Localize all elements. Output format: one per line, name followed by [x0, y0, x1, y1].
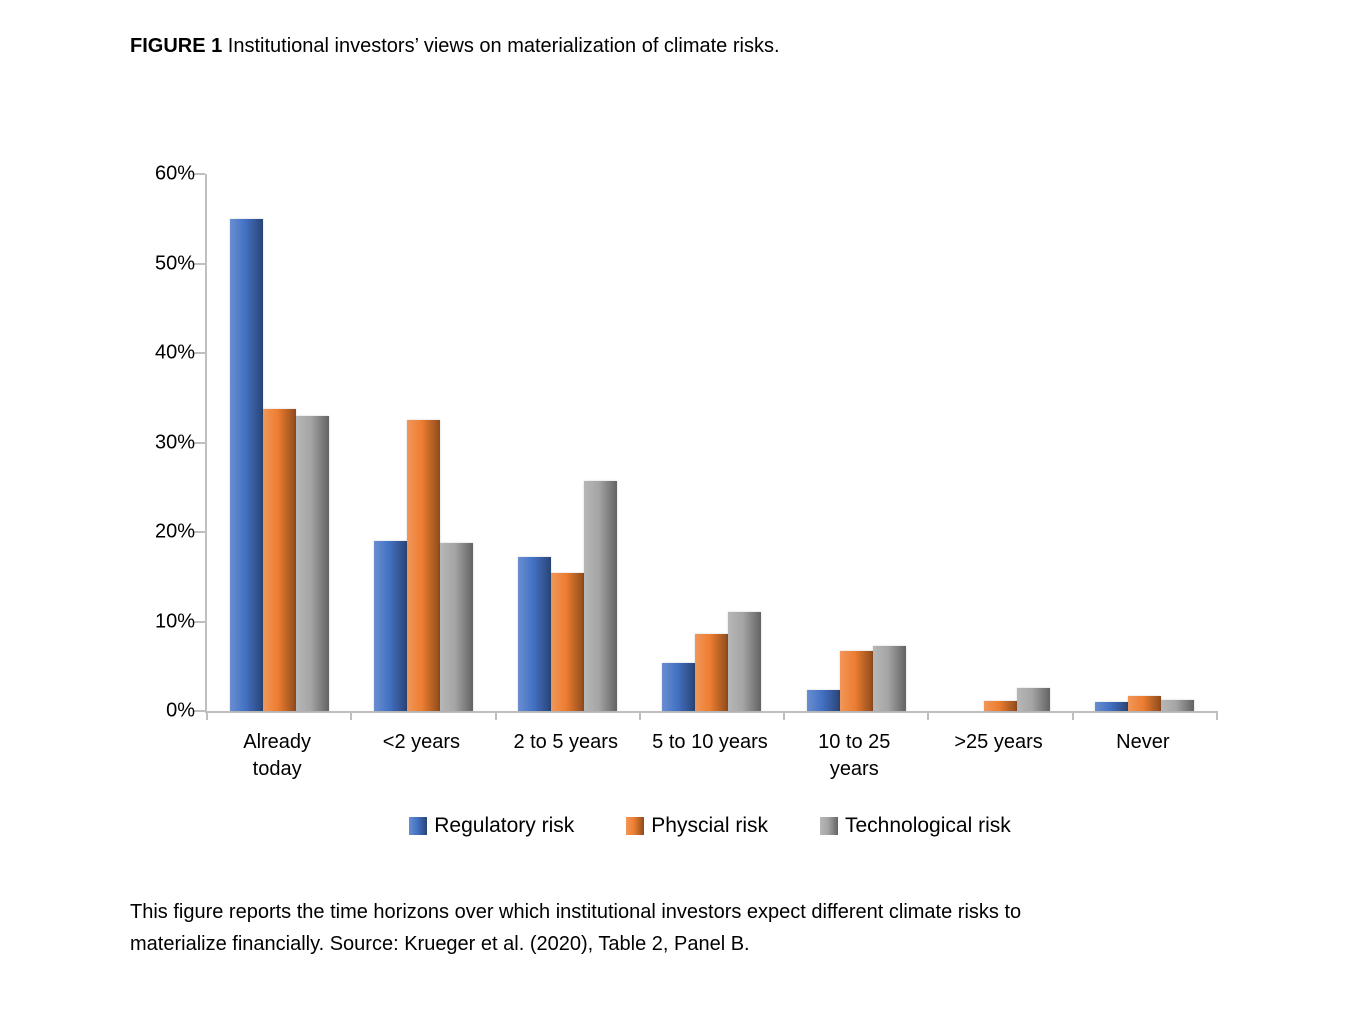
bar-regulatory-risk [1095, 702, 1129, 711]
x-axis-category-label: 2 to 5 years [513, 731, 618, 753]
figure-title: FIGURE 1 Institutional investors’ views … [130, 34, 780, 59]
bar-regulatory-risk [229, 218, 263, 711]
legend-label: Physcial risk [651, 814, 768, 837]
x-axis-tick [638, 711, 641, 720]
x-axis-category-label: 5 to 10 years [652, 731, 768, 753]
legend-item: Regulatory risk [409, 814, 574, 838]
bar-technological-risk [728, 611, 762, 711]
bar-group [207, 174, 351, 711]
bar-group [928, 174, 1072, 711]
figure-title-text: Institutional investors’ views on materi… [222, 35, 780, 57]
y-axis-tick [194, 173, 205, 175]
bar-group [351, 174, 495, 711]
y-axis-tick [194, 620, 205, 623]
x-axis-tick [783, 711, 786, 720]
bar-group [640, 174, 784, 711]
bar-physcial-risk [839, 651, 873, 711]
bar-technological-risk [1161, 700, 1195, 711]
figure-caption: This figure reports the time horizons ov… [130, 901, 1022, 956]
bar-group [1073, 174, 1217, 711]
y-axis-label: 10% [154, 610, 195, 632]
legend-label: Technological risk [845, 814, 1011, 837]
legend-item: Physcial risk [626, 814, 768, 838]
x-axis-tick [350, 711, 353, 720]
bar-group [784, 174, 928, 711]
bar-technological-risk [584, 481, 618, 711]
bar-regulatory-risk [806, 689, 840, 711]
y-axis-label: 40% [154, 341, 195, 364]
x-axis-tick [1071, 711, 1074, 720]
legend-item: Technological risk [820, 814, 1011, 838]
bar-regulatory-risk [518, 557, 552, 711]
y-axis-label: 50% [154, 252, 195, 274]
x-axis-category-label: <2 years [382, 731, 461, 753]
bar-physcial-risk [1128, 695, 1162, 711]
legend-swatch-icon [626, 817, 645, 835]
bar-technological-risk [1017, 687, 1051, 711]
bar-physcial-risk [262, 409, 296, 711]
bar-physcial-risk [695, 634, 729, 711]
x-axis-category-label: >25 years [954, 731, 1043, 753]
legend-swatch-icon [820, 817, 838, 835]
bar-group [496, 174, 640, 711]
y-axis-label: 60% [154, 162, 195, 185]
figure-label: FIGURE 1 [130, 35, 223, 57]
y-axis-tick [194, 441, 205, 444]
x-axis-tick [206, 711, 208, 720]
y-axis-tick [194, 262, 205, 265]
x-axis-labels: Already today <2 years 2 to 5 years 5 to 10… [205, 729, 1215, 783]
legend: Regulatory risk Physcial risk Technologica… [205, 814, 1215, 838]
y-axis-label: 20% [154, 520, 195, 543]
x-axis-tick [494, 711, 497, 720]
y-axis-label: 0% [166, 699, 195, 722]
legend-swatch-icon [409, 817, 428, 835]
x-axis-category-label: 10 to 25 years [818, 731, 891, 780]
bar-technological-risk [295, 415, 329, 711]
legend-label: Regulatory risk [434, 814, 575, 837]
bar-technological-risk [439, 542, 473, 711]
y-axis-tick [194, 531, 205, 533]
y-axis-label: 30% [154, 431, 195, 453]
y-axis-tick [194, 352, 205, 354]
bar-technological-risk [872, 645, 906, 711]
y-axis-tick [194, 710, 205, 712]
x-axis-tick [927, 711, 930, 720]
bar-groups [207, 174, 1217, 711]
bar-physcial-risk [551, 573, 585, 711]
plot-area: 0% 10% 20% 30% 40% 50% 60% [155, 163, 1218, 722]
x-axis-category-label: Already today [243, 731, 312, 780]
x-axis-tick [1216, 711, 1218, 720]
bar-physcial-risk [984, 701, 1018, 711]
bar-regulatory-risk [373, 540, 407, 711]
bar-physcial-risk [406, 420, 440, 711]
bar-regulatory-risk [662, 662, 696, 711]
x-axis-category-label: Never [1116, 731, 1170, 753]
